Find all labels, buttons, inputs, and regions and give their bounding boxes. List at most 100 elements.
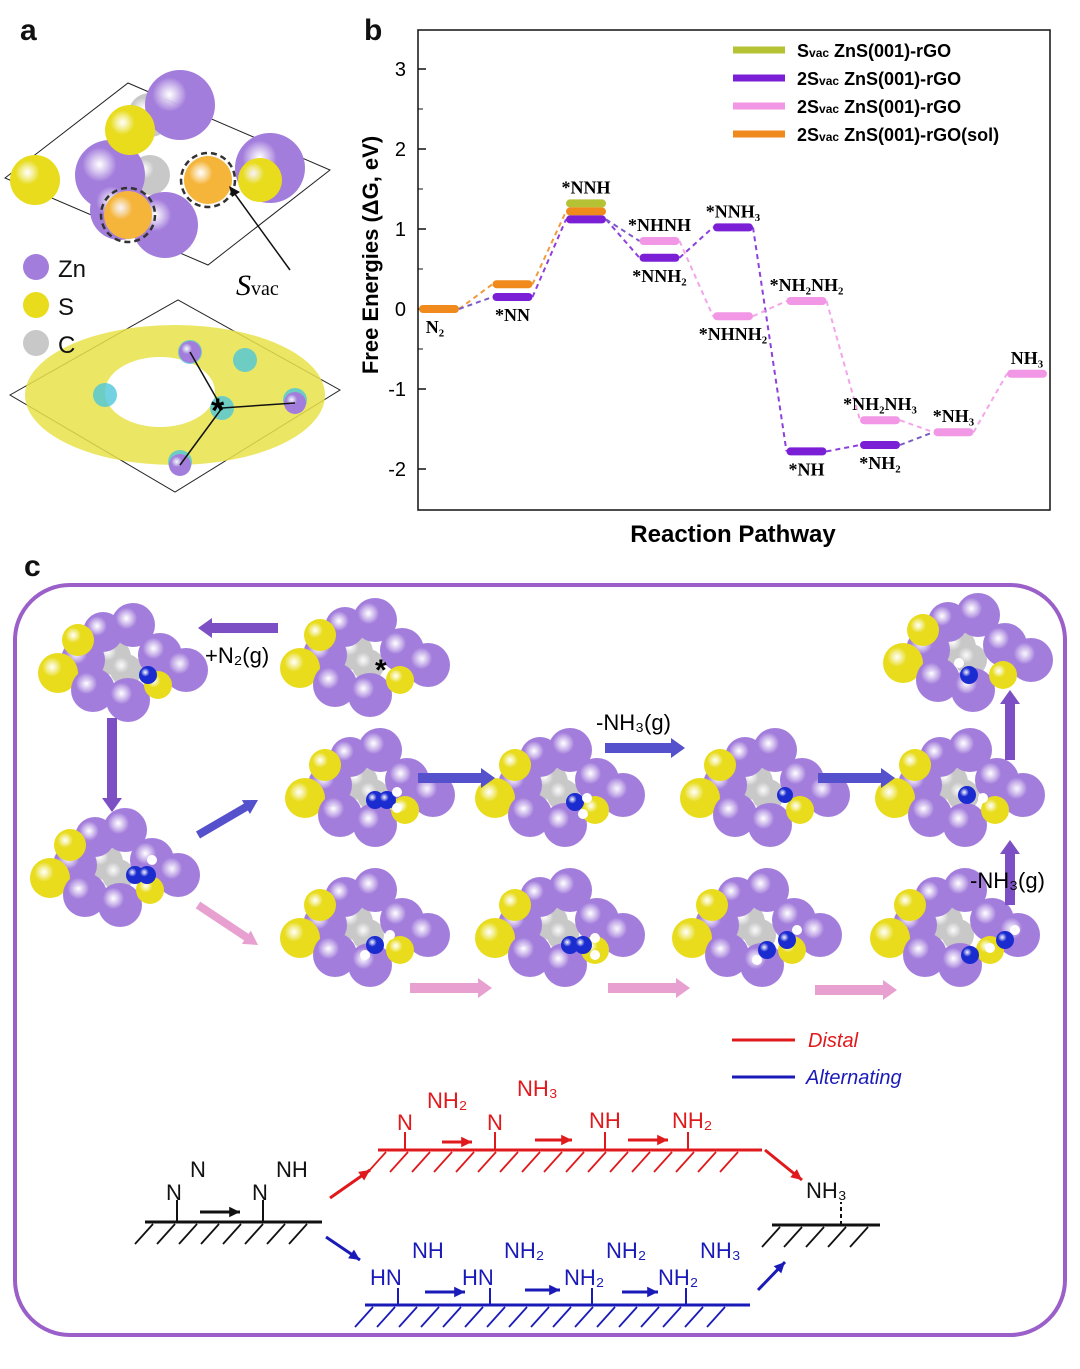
- legend-entry-rest: ZnS(001)-rGO(sol): [839, 125, 999, 145]
- arrowhead-icon: [229, 1206, 240, 1218]
- legend-s: S: [23, 292, 74, 321]
- energy-level-bar: [713, 312, 753, 321]
- pathway-arrow: [418, 768, 495, 788]
- surface-hatch: [508, 1306, 528, 1328]
- h-atom: [1010, 925, 1020, 935]
- c-atom: [955, 644, 987, 676]
- surface-hatch: [244, 1223, 264, 1245]
- scheme-formula: N: [166, 1180, 182, 1205]
- surface-hatch: [455, 1151, 475, 1173]
- s-atom: [238, 158, 282, 202]
- c-atom-icon: [23, 330, 49, 356]
- surface-hatch: [398, 1306, 418, 1328]
- adsorbate-cluster: [280, 868, 450, 987]
- legend-entry: Svac ZnS(001)-rGO: [797, 41, 951, 61]
- plot-frame: [417, 29, 1051, 511]
- panel-b-letter: b: [364, 14, 383, 47]
- pathway-arrow: [608, 978, 690, 998]
- arrow-shape: [818, 768, 895, 788]
- energy-level-bar: [713, 223, 753, 232]
- release-nh3-right-label: -NH₃(g): [970, 868, 1045, 893]
- zn-atom: [348, 943, 392, 987]
- surface-hatch: [609, 1151, 629, 1173]
- connector-line: [678, 240, 714, 317]
- legend-entry-sub: vac: [819, 74, 839, 88]
- connector-line: [972, 373, 1008, 433]
- zn-atom: [508, 933, 552, 977]
- legend-entry-main: S: [797, 41, 809, 61]
- surface-hatch: [849, 1226, 869, 1248]
- surface-hatch: [420, 1306, 440, 1328]
- s-atom: [280, 918, 320, 958]
- pathway-arrow: [102, 718, 122, 812]
- energy-level-bar: [786, 297, 827, 305]
- charge-density-cyan: [93, 383, 117, 407]
- n-atom: [378, 791, 396, 809]
- bond-line: [179, 407, 223, 466]
- zn-atom: [705, 933, 749, 977]
- bond-line: [189, 351, 223, 409]
- scheme-formula: NH₂: [672, 1108, 712, 1133]
- s-atom: [309, 749, 341, 781]
- zn-atom: [543, 943, 587, 987]
- surface-hatch: [433, 1151, 453, 1173]
- scheme-formula: NH₃: [806, 1178, 847, 1203]
- zn-atom: [748, 803, 792, 847]
- surface-hatch: [596, 1306, 616, 1328]
- y-axis-label: Free Energies (ΔG, eV): [358, 136, 383, 374]
- surface-hatch: [376, 1306, 396, 1328]
- surface-hatch: [697, 1151, 717, 1173]
- surface-hatch: [266, 1223, 286, 1245]
- zn-atom: [358, 728, 402, 772]
- vacancy-outline: [179, 151, 237, 209]
- adsorbate-cluster: [870, 868, 1040, 987]
- zn-atom: [943, 803, 987, 847]
- zn-atom: [806, 773, 850, 817]
- panel-c-letter: c: [24, 550, 41, 583]
- legend-entry-rest: ZnS(001)-rGO: [829, 41, 951, 61]
- arrow-shape: [198, 618, 278, 638]
- n-atom: [778, 931, 796, 949]
- surface-hatch: [134, 1223, 154, 1245]
- scheme-formula: NH₂: [658, 1265, 698, 1290]
- s-atom: [981, 796, 1009, 824]
- charge-density-model: *: [25, 325, 325, 476]
- surface-hatch: [521, 1151, 541, 1173]
- distal-legend-label: Distal: [808, 1030, 859, 1052]
- energy-levels: [419, 199, 1047, 456]
- adsorbate-cluster: [672, 868, 842, 987]
- pathway-arrow: [1000, 690, 1020, 760]
- n-atom: [960, 666, 978, 684]
- zn-atom: [353, 803, 397, 847]
- legend-entry-main: 2S: [797, 69, 819, 89]
- arrowhead-icon: [348, 1249, 360, 1260]
- n-atom: [138, 866, 156, 884]
- zn-atom: [601, 773, 645, 817]
- adsorbate-cluster: [875, 728, 1045, 847]
- alternating-legend-label: Alternating: [805, 1067, 902, 1089]
- h-atom: [792, 925, 802, 935]
- y-tick-label: 1: [395, 219, 406, 241]
- s-atom: [870, 918, 910, 958]
- s-atom: [894, 889, 926, 921]
- zn-atom: [903, 933, 947, 977]
- scheme-formula: HN: [370, 1265, 402, 1290]
- adsorbate-cluster: [285, 728, 455, 847]
- n-atom: [996, 931, 1014, 949]
- connector-line: [752, 227, 788, 452]
- add-n2-label: +N₂(g): [205, 643, 269, 668]
- surface-hatch: [640, 1306, 660, 1328]
- surface-hatch: [565, 1151, 585, 1173]
- s-atom: [581, 796, 609, 824]
- s-atom: [285, 778, 325, 818]
- s-atom: [475, 778, 515, 818]
- state-label: *NHNH₂: [699, 324, 767, 344]
- arrow-shape: [1000, 690, 1020, 760]
- scheme-formula: NH₃: [517, 1076, 558, 1101]
- surface-hatch: [805, 1226, 825, 1248]
- surface-hatch: [653, 1151, 673, 1173]
- scheme-formula: NH₃: [700, 1238, 741, 1263]
- c-atom: [942, 919, 974, 951]
